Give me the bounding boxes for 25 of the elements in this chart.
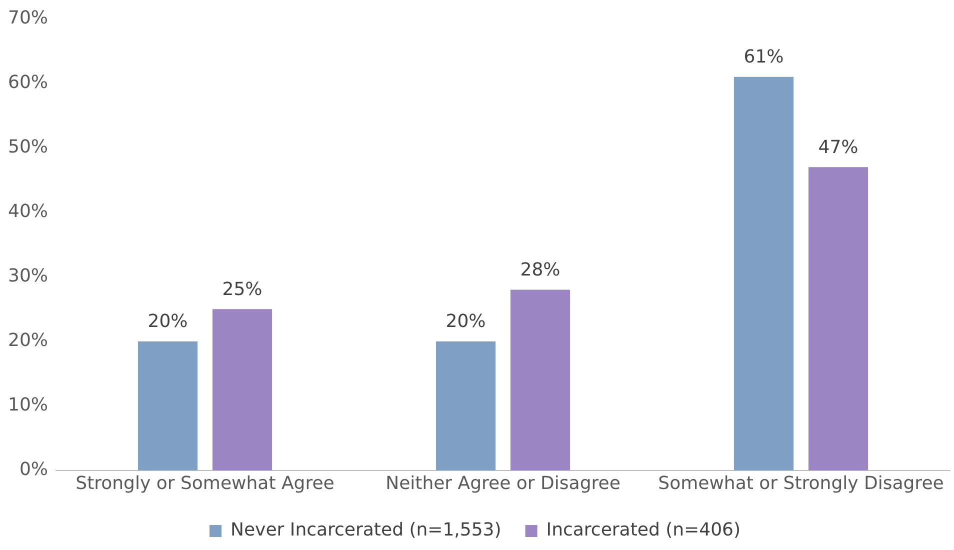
y-tick-label: 70%	[8, 7, 48, 28]
y-tick-label: 0%	[19, 459, 48, 480]
bar	[808, 167, 868, 470]
y-tick-label: 60%	[8, 72, 48, 93]
data-label: 61%	[744, 46, 784, 68]
data-label: 20%	[148, 311, 188, 332]
data-label: 25%	[222, 278, 262, 300]
data-label: 20%	[446, 311, 486, 332]
y-tick-label: 10%	[8, 394, 48, 416]
x-tick-label: Neither Agree or Disagree	[386, 472, 620, 494]
y-tick-label: 50%	[8, 136, 48, 158]
y-tick-label: 30%	[8, 266, 48, 287]
y-tick-label: 20%	[8, 330, 48, 352]
legend-label: Incarcerated (n=406)	[546, 520, 741, 541]
bar	[212, 309, 272, 470]
bar	[436, 341, 496, 470]
legend-label: Never Incarcerated (n=1,553)	[230, 520, 502, 541]
data-label: 28%	[520, 259, 560, 280]
data-label: 47%	[818, 136, 858, 158]
bar	[734, 76, 794, 470]
bar	[510, 290, 570, 470]
x-tick-label: Somewhat or Strongly Disagree	[658, 472, 944, 494]
x-tick-label: Strongly or Somewhat Agree	[76, 472, 334, 494]
bar	[138, 341, 198, 470]
y-tick-label: 40%	[8, 201, 48, 222]
